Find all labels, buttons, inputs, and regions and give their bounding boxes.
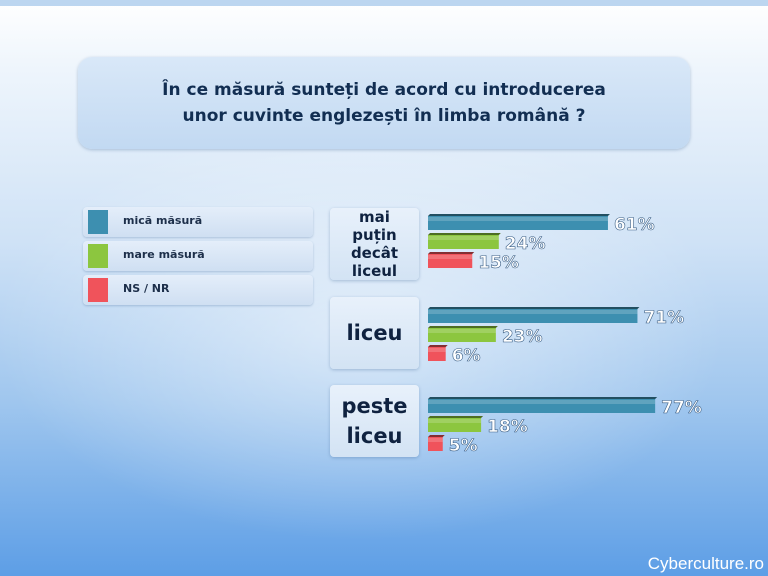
watermark: Cyberculture.ro [647,554,764,573]
bar-layer: 61% 24%15% 71% 23% 6% 77% 18% 5% [428,214,702,456]
bar-peste-liceu-mica-masura-highlight [428,400,656,404]
bar-liceu-mare-masura-top-face [428,326,498,328]
bar-peste-liceu-mica-masura-top-face [428,397,658,399]
bar-liceu-ns-nr-top-face [428,345,448,347]
category-label-text: mai puțin decât liceul [350,208,399,280]
bar-mai-putin-decat-liceul-ns-nr-highlight [428,255,473,259]
bar-mai-putin-decat-liceul-mare-masura-top-face [428,233,501,235]
bar-mai-putin-decat-liceul-mare-masura-value-label: 24% [505,234,546,254]
bar-liceu-ns-nr-highlight [428,348,446,352]
bar-peste-liceu-mare-masura-value-label: 18% [487,417,528,437]
legend-swatch-mica-masura [88,210,108,234]
category-label-peste-liceu: peste liceu [330,385,419,457]
bar-mai-putin-decat-liceul-mare-masura [428,235,499,249]
bar-peste-liceu-mare-masura-top-face [428,416,484,418]
bar-mai-putin-decat-liceul-mare-masura-highlight [428,236,499,240]
category-label-mai-putin-decat-liceul: mai puțin decât liceul [330,208,419,280]
bar-peste-liceu-mica-masura-value-label: 77% [661,398,702,418]
legend-item-mica-masura: mică măsură [83,207,313,237]
bar-liceu-mare-masura [428,328,496,342]
bar-liceu-ns-nr-value-label: 6% [452,346,481,366]
bar-mai-putin-decat-liceul-ns-nr [428,254,473,268]
bar-liceu-mica-masura [428,309,638,323]
legend: mică măsură mare măsură NS / NR [83,207,313,309]
bar-liceu-mare-masura-value-label: 23% [502,327,543,347]
chart-title: În ce măsură sunteți de acord cu introdu… [162,80,606,126]
legend-swatch-mare-masura [88,244,108,268]
bar-peste-liceu-ns-nr-value-label: 5% [449,436,478,456]
bar-mai-putin-decat-liceul-mica-masura-highlight [428,217,608,221]
legend-label-mica-masura: mică măsură [123,214,203,227]
category-label-text: liceu [346,321,403,345]
bar-mai-putin-decat-liceul-mica-masura-value-label: 61% [614,215,655,235]
bar-mai-putin-decat-liceul-ns-nr-top-face [428,252,475,254]
legend-swatch-ns-nr [88,278,108,302]
legend-item-mare-masura: mare măsură [83,241,313,271]
category-label-liceu: liceu [330,297,419,369]
bar-liceu-mica-masura-highlight [428,310,638,314]
bar-peste-liceu-ns-nr-highlight [428,438,443,442]
category-label-text: peste liceu [341,394,408,448]
bar-peste-liceu-mare-masura [428,418,482,432]
bar-peste-liceu-mare-masura-highlight [428,419,482,423]
legend-label-ns-nr: NS / NR [123,282,170,295]
legend-label-mare-masura: mare măsură [123,248,205,261]
bar-liceu-mica-masura-top-face [428,307,640,309]
bar-mai-putin-decat-liceul-mica-masura [428,216,608,230]
bar-liceu-ns-nr [428,347,446,361]
bar-liceu-mare-masura-highlight [428,329,496,333]
top-divider [0,0,768,6]
legend-item-ns-nr: NS / NR [83,275,313,305]
bar-mai-putin-decat-liceul-mica-masura-top-face [428,214,610,216]
title-panel: În ce măsură sunteți de acord cu introdu… [78,57,690,149]
bar-liceu-mica-masura-value-label: 71% [643,308,684,328]
bar-peste-liceu-ns-nr-top-face [428,435,445,437]
bar-peste-liceu-ns-nr [428,437,443,451]
bar-peste-liceu-mica-masura [428,399,656,413]
bar-mai-putin-decat-liceul-ns-nr-value-label: 15% [478,253,519,273]
